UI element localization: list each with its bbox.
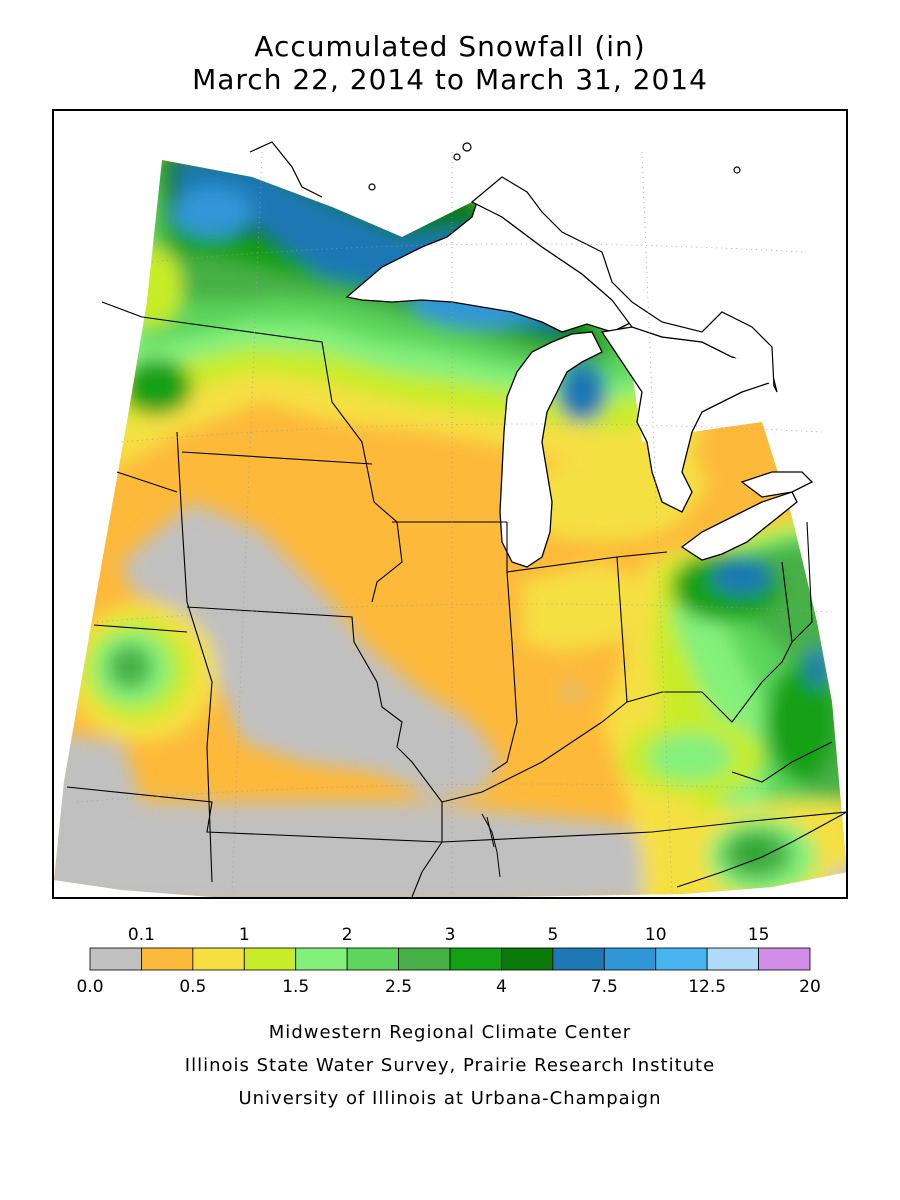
legend-swatch-11 <box>655 947 708 971</box>
lake-superior <box>345 201 634 333</box>
legend-swatch-0 <box>89 947 142 971</box>
legend-top-label-5: 10 <box>645 925 667 945</box>
legend-swatch-1 <box>141 947 194 971</box>
graticule <box>76 151 843 897</box>
legend-swatch-4 <box>295 947 348 971</box>
legend-bottom-label-4: 4 <box>496 977 507 997</box>
legend-swatch-3 <box>243 947 297 971</box>
credit-isws: Illinois State Water Survey, Prairie Res… <box>184 1055 716 1076</box>
legend-bottom-label-5: 7.5 <box>591 977 618 997</box>
legend-bottom-label-3: 2.5 <box>385 977 412 997</box>
credit-mrcc: Midwestern Regional Climate Center <box>268 1022 632 1043</box>
legend-top-label-3: 3 <box>445 925 456 945</box>
legend-swatch-9 <box>552 947 605 971</box>
state-borders <box>66 301 846 897</box>
map-date-range: March 22, 2014 to March 31, 2014 <box>192 63 708 96</box>
legend-top-label-4: 5 <box>547 925 558 945</box>
legend-top-label-1: 1 <box>239 925 250 945</box>
snowfall-map-canvas <box>54 141 846 897</box>
credit-uiuc: University of Illinois at Urbana-Champai… <box>238 1088 662 1109</box>
canada-outline <box>249 141 778 393</box>
legend-swatch-13 <box>758 947 811 971</box>
legend-swatch-7 <box>449 947 502 971</box>
legend-swatch-2 <box>192 947 245 971</box>
lake-ontario <box>740 471 814 498</box>
legend-bottom-label-2: 1.5 <box>282 977 309 997</box>
lake-erie <box>680 491 798 561</box>
legend-swatch-8 <box>501 947 554 971</box>
great-lakes <box>345 201 814 568</box>
legend-top-label-2: 2 <box>342 925 353 945</box>
legend-swatch-12 <box>706 947 759 971</box>
legend-swatch-10 <box>603 947 657 971</box>
legend-bottom-label-6: 12.5 <box>688 977 726 997</box>
legend-swatch-6 <box>398 947 451 971</box>
legend-swatch-5 <box>346 947 399 971</box>
rivers <box>481 813 501 878</box>
lake-michigan <box>499 331 603 568</box>
snowfall-map <box>52 109 848 899</box>
legend-top-label-0: 0.1 <box>128 925 155 945</box>
map-title: Accumulated Snowfall (in) <box>254 30 646 63</box>
legend-bottom-label-1: 0.5 <box>179 977 206 997</box>
legend-bottom-label-0: 0.0 <box>76 977 103 997</box>
legend-bottom-label-7: 20 <box>799 977 821 997</box>
legend-top-label-6: 15 <box>748 925 770 945</box>
